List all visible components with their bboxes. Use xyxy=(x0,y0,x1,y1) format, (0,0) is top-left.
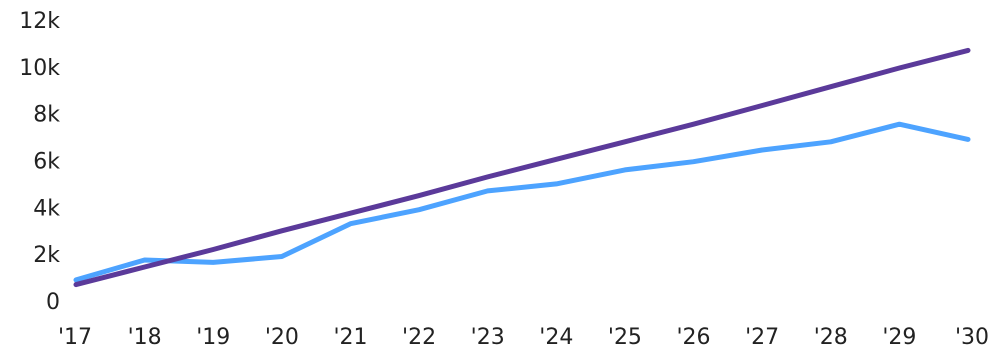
y-tick-label: 8k xyxy=(33,103,60,128)
y-tick-label: 12k xyxy=(19,9,60,34)
x-tick-label: '29 xyxy=(882,325,916,350)
y-tick-label: 0 xyxy=(46,290,60,315)
x-tick-label: '18 xyxy=(128,325,162,350)
series-layer xyxy=(73,47,971,288)
y-axis-ticks: 0 2k 4k 6k 8k 10k 12k xyxy=(19,9,60,315)
y-tick-label: 6k xyxy=(33,150,60,175)
x-tick-label: '25 xyxy=(608,325,642,350)
x-tick-label: '17 xyxy=(58,325,92,350)
series-line-1 xyxy=(73,121,971,283)
x-tick-label: '22 xyxy=(402,325,436,350)
x-tick-label: '24 xyxy=(539,325,573,350)
y-tick-label: 4k xyxy=(33,196,60,221)
x-axis-ticks: '17 '18 '19 '20 '21 '22 '23 '24 '25 '26 '27 '28 '29 '… xyxy=(58,325,989,350)
series-line-2 xyxy=(73,47,971,288)
x-tick-label: '27 xyxy=(745,325,779,350)
x-tick-label: '20 xyxy=(265,325,299,350)
y-tick-label: 10k xyxy=(19,56,60,81)
x-tick-label: '28 xyxy=(814,325,848,350)
x-tick-label: '23 xyxy=(471,325,505,350)
x-tick-label: '30 xyxy=(955,325,989,350)
x-tick-label: '26 xyxy=(677,325,711,350)
x-tick-label: '19 xyxy=(196,325,230,350)
y-tick-label: 2k xyxy=(33,243,60,268)
x-tick-label: '21 xyxy=(333,325,367,350)
